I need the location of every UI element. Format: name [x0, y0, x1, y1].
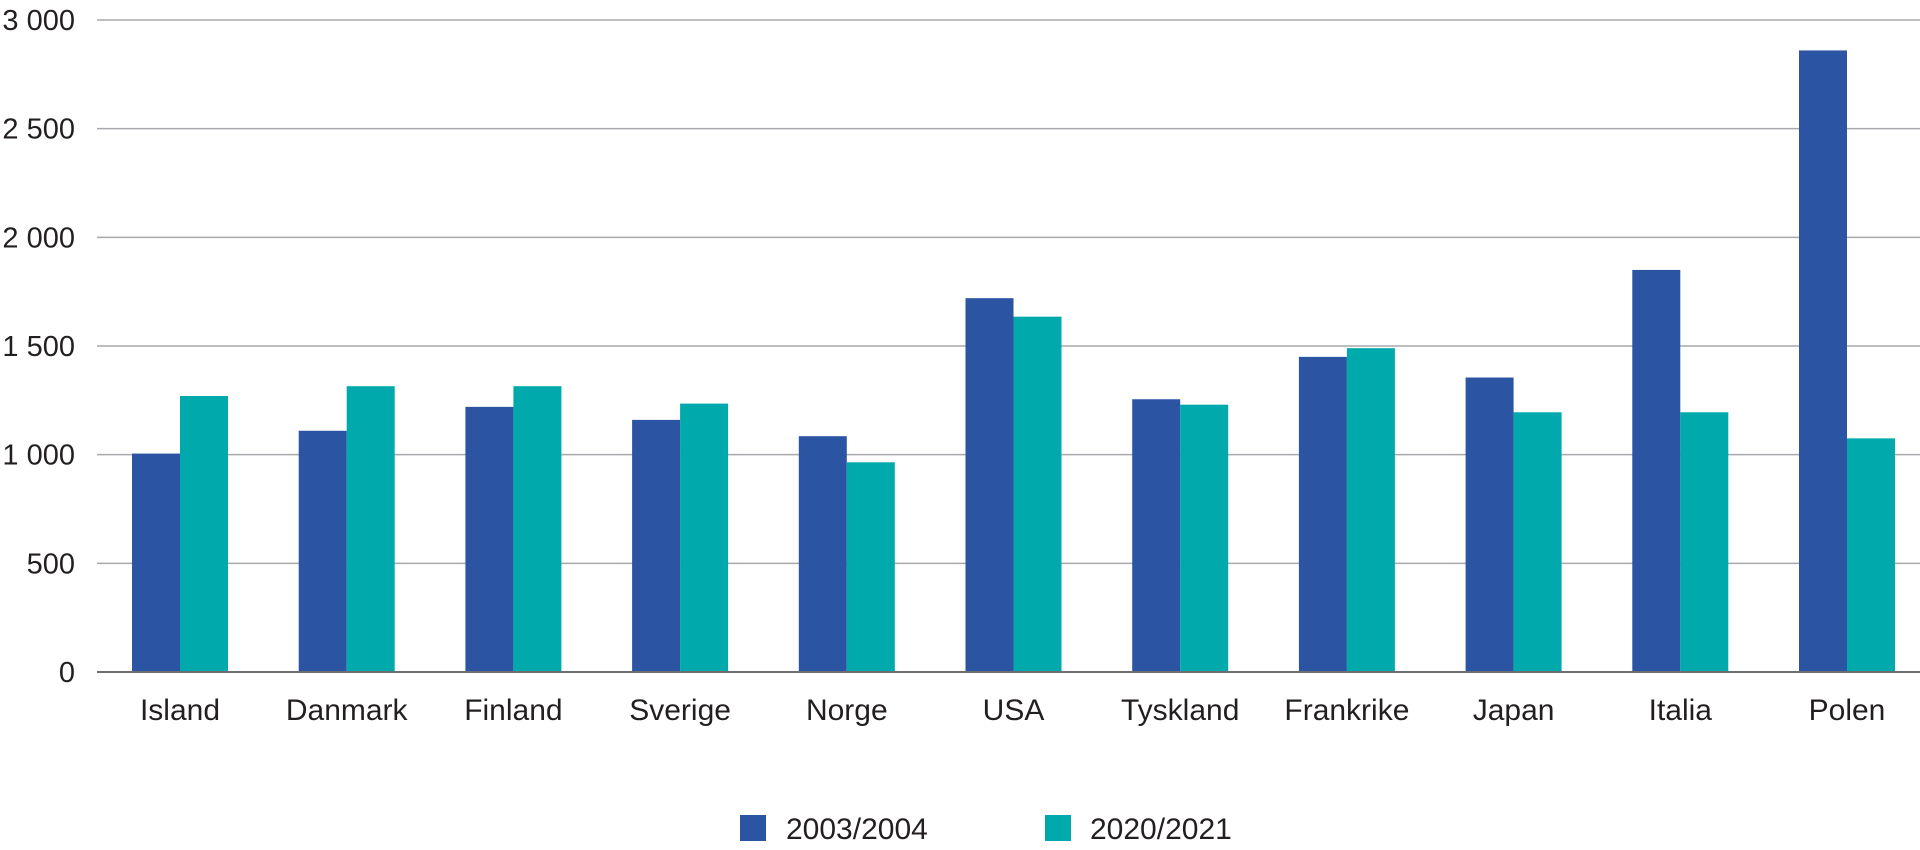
y-tick-label: 0 — [59, 657, 75, 689]
bar-japan-1 — [1465, 377, 1514, 672]
bar-usa-2 — [1013, 316, 1062, 672]
legend-swatch-1 — [740, 815, 766, 841]
bar-usa-1 — [965, 298, 1014, 672]
x-category-label: Danmark — [286, 694, 409, 727]
legend-label-1: 2003/2004 — [786, 813, 928, 846]
legend-label-2: 2020/2021 — [1090, 813, 1232, 846]
bar-italia-2 — [1680, 412, 1729, 672]
bar-norge-1 — [798, 436, 847, 672]
y-tick-label: 2 500 — [2, 114, 75, 146]
bar-finland-2 — [513, 386, 562, 672]
bar-frankrike-2 — [1346, 348, 1395, 672]
legend: 2003/2004 2020/2021 — [740, 813, 1232, 846]
x-category-label: USA — [983, 694, 1045, 727]
bar-island-2 — [180, 395, 228, 672]
y-tick-label: 3 000 — [2, 5, 75, 37]
bar-tyskland-2 — [1180, 404, 1229, 672]
x-category-label: Italia — [1649, 694, 1713, 727]
bar-frankrike-1 — [1298, 356, 1347, 672]
bar-norge-2 — [846, 462, 895, 672]
bar-polen-1 — [1799, 50, 1847, 673]
bar-danmark-1 — [298, 430, 347, 672]
x-category-label: Japan — [1473, 694, 1555, 727]
x-category-label: Polen — [1809, 694, 1886, 727]
y-tick-label: 2 000 — [2, 222, 75, 254]
x-category-label: Frankrike — [1284, 694, 1409, 727]
x-category-label: Finland — [464, 694, 562, 727]
legend-swatch-2 — [1045, 815, 1071, 841]
bar-tyskland-1 — [1132, 399, 1181, 672]
x-category-label: Norge — [806, 694, 888, 727]
bar-italia-1 — [1632, 269, 1681, 672]
bar-japan-2 — [1513, 412, 1562, 672]
y-tick-label: 1 500 — [2, 331, 75, 363]
y-tick-label: 500 — [27, 548, 75, 580]
bars — [132, 50, 1895, 673]
x-category-label: Sverige — [629, 694, 731, 727]
bar-polen-2 — [1847, 438, 1895, 672]
x-category-label: Island — [140, 694, 220, 727]
bar-sverige-1 — [632, 419, 681, 672]
bar-finland-1 — [465, 406, 514, 672]
bar-sverige-2 — [680, 403, 729, 672]
bar-danmark-2 — [346, 386, 395, 672]
x-category-label: Tyskland — [1121, 694, 1239, 727]
y-axis-tick-labels: 0 500 1 000 1 500 2 000 2 500 3 000 — [2, 5, 75, 689]
y-tick-label: 1 000 — [2, 440, 75, 472]
x-axis-category-labels: Island Danmark Finland Sverige Norge USA Tyskl… — [140, 694, 1885, 727]
bar-island-1 — [132, 453, 180, 672]
